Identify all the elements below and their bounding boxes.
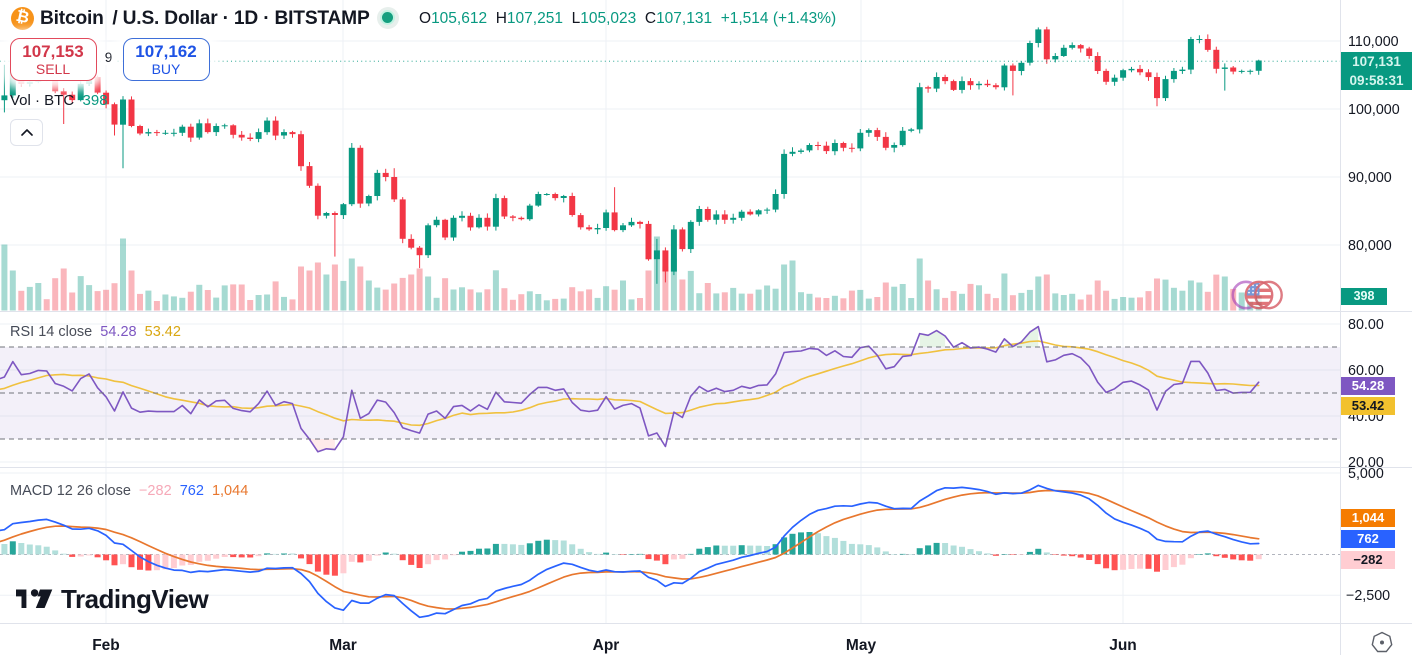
- svg-text:Mar: Mar: [329, 637, 357, 654]
- svg-text:TradingView: TradingView: [61, 584, 209, 614]
- svg-text:100,000: 100,000: [1348, 102, 1400, 118]
- svg-text:May: May: [846, 637, 877, 654]
- svg-text:Feb: Feb: [92, 637, 120, 654]
- svg-text:20.00: 20.00: [1348, 455, 1384, 471]
- svg-text:80.00: 80.00: [1348, 317, 1384, 333]
- svg-text:80,000: 80,000: [1348, 238, 1392, 254]
- svg-text:5,000: 5,000: [1348, 466, 1384, 482]
- svg-text:60.00: 60.00: [1348, 363, 1384, 379]
- svg-text:Jun: Jun: [1109, 637, 1137, 654]
- svg-text:Apr: Apr: [593, 637, 620, 654]
- svg-text:90,000: 90,000: [1348, 170, 1392, 186]
- svg-text:−2,500: −2,500: [1346, 588, 1390, 604]
- svg-text:110,000: 110,000: [1348, 34, 1399, 50]
